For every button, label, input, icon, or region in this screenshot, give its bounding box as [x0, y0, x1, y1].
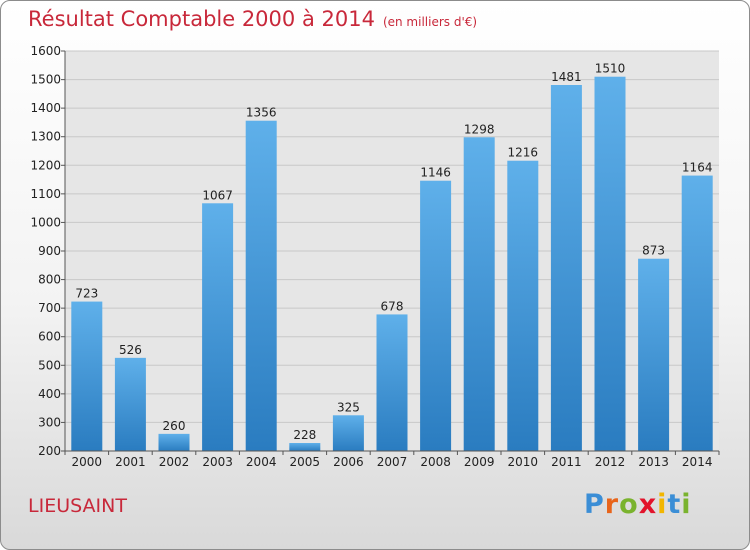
bar [594, 76, 626, 451]
y-tick-label: 1100 [30, 187, 61, 201]
logo-letter: r [604, 489, 620, 520]
value-label: 1298 [464, 122, 495, 136]
y-tick-label: 400 [38, 387, 61, 401]
x-tick-label: 2002 [159, 455, 190, 469]
bars [71, 76, 713, 452]
y-tick-label: 1300 [30, 130, 61, 144]
bar [681, 175, 713, 452]
y-tick-labels: 200 300 400 500 600 700 800 900 1000 1100 1200 1300… [30, 44, 61, 458]
y-tick-label: 600 [38, 330, 61, 344]
y-tick-label: 1400 [30, 101, 61, 115]
value-label: 526 [119, 343, 142, 357]
logo-letter: P [584, 489, 605, 520]
x-tick-labels: 2000 2001 2002 2003 2004 2005 2006 2007 2008 2009… [72, 455, 713, 469]
value-label: 228 [293, 428, 316, 442]
logo-letter: i [657, 489, 668, 520]
value-label: 1481 [551, 70, 582, 84]
bar [158, 433, 190, 451]
y-tick-label: 1500 [30, 73, 61, 87]
x-tick-label: 2005 [290, 455, 321, 469]
y-tick-label: 200 [38, 444, 61, 458]
chart-title: Résultat Comptable 2000 à 2014 (en millie… [28, 7, 477, 31]
value-label: 1164 [682, 161, 713, 175]
x-tick-label: 2013 [638, 455, 669, 469]
y-tick-label: 500 [38, 358, 61, 372]
bar [420, 180, 452, 451]
bar [114, 357, 146, 451]
value-label: 325 [337, 400, 360, 414]
x-tick-label: 2011 [551, 455, 582, 469]
logo-letter: t [667, 489, 682, 520]
value-label: 1356 [246, 106, 277, 120]
y-tick-label: 300 [38, 415, 61, 429]
x-tick-label: 2006 [333, 455, 364, 469]
bar [550, 85, 582, 451]
bar [289, 443, 321, 451]
y-tick-label: 800 [38, 273, 61, 287]
value-label: 1067 [202, 188, 233, 202]
logo-letter: o [619, 489, 639, 520]
bar [638, 258, 670, 451]
axes [64, 51, 720, 455]
value-label: 873 [642, 244, 665, 258]
x-tick-label: 2000 [72, 455, 103, 469]
bar [202, 203, 234, 451]
x-tick-label: 2007 [377, 455, 408, 469]
value-label: 723 [75, 287, 98, 301]
bar [507, 160, 539, 451]
logo-letter: x [638, 489, 658, 520]
logo-letter: i [681, 489, 692, 520]
chart-title-unit: (en milliers d'€) [382, 15, 478, 29]
x-tick-label: 2008 [420, 455, 451, 469]
value-label: 678 [381, 299, 404, 313]
bar [463, 137, 495, 452]
x-tick-label: 2009 [464, 455, 495, 469]
value-labels: 723 526 260 1067 1356 228 325 678 1146 1298 1216 14… [75, 62, 712, 442]
value-label: 1146 [420, 166, 451, 180]
x-tick-label: 2004 [246, 455, 277, 469]
bar [332, 415, 364, 451]
bar [245, 120, 277, 451]
bar [71, 301, 103, 451]
y-tick-label: 1600 [30, 44, 61, 58]
proxiti-logo: Proxiti [584, 489, 692, 520]
chart-title-main: Résultat Comptable 2000 à 2014 [28, 7, 375, 31]
value-label: 1216 [508, 146, 539, 160]
x-tick-label: 2012 [595, 455, 626, 469]
x-tick-label: 2001 [115, 455, 146, 469]
x-tick-label: 2010 [508, 455, 539, 469]
x-tick-label: 2014 [682, 455, 713, 469]
value-label: 260 [163, 419, 186, 433]
city-name: LIEUSAINT [28, 495, 127, 517]
y-tick-label: 700 [38, 301, 61, 315]
y-tick-label: 1000 [30, 215, 61, 229]
value-label: 1510 [595, 62, 626, 76]
y-tick-label: 900 [38, 244, 61, 258]
bar [376, 314, 408, 451]
y-tick-label: 1200 [30, 158, 61, 172]
x-tick-label: 2003 [202, 455, 233, 469]
